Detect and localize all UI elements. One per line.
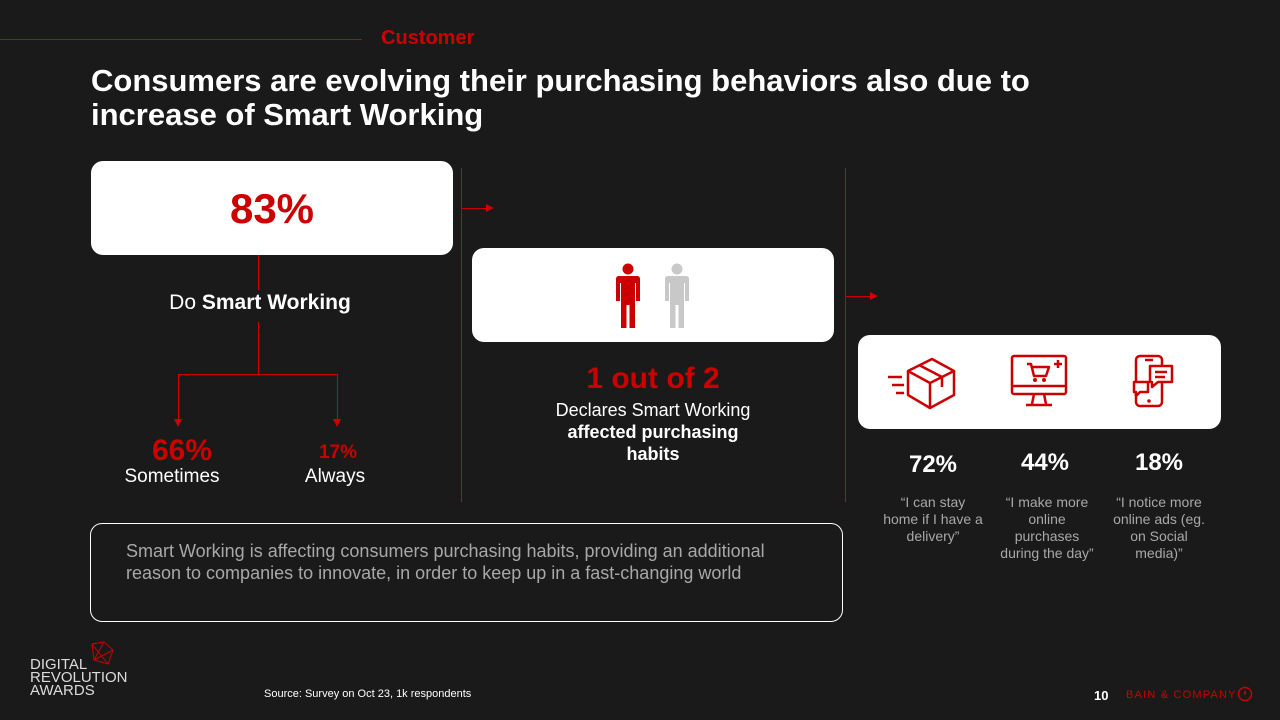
online-purchases-quote: “I make more online purchases during the…	[1000, 494, 1094, 561]
arrow-to-middle-line	[461, 208, 487, 209]
middle-description-line2: affected purchasing	[567, 422, 739, 442]
delivery-box-icon	[888, 357, 956, 410]
awards-logo-line1: DIGITAL	[30, 656, 88, 673]
online-ads-percent: 18%	[1134, 449, 1184, 476]
arrow-down-sometimes	[174, 419, 182, 427]
section-label: Customer	[381, 27, 475, 49]
awards-logo-line2: REVOLUTION	[30, 669, 128, 686]
connector-right-branch	[337, 374, 338, 420]
person-grey-icon	[665, 263, 689, 328]
online-purchases-percent: 44%	[1020, 449, 1070, 476]
people-icon-card	[472, 248, 834, 342]
smart-working-bold: Smart Working	[201, 291, 351, 314]
arrow-to-right-line	[845, 296, 871, 297]
awards-logo-line3: AWARDS	[30, 682, 95, 699]
page-number: 10	[1094, 688, 1109, 703]
always-percent: 17%	[318, 442, 358, 463]
ratio-headline: 1 out of 2	[586, 362, 720, 395]
divider-left	[461, 168, 462, 502]
always-label: Always	[304, 466, 366, 487]
connector-label-to-split	[258, 322, 259, 374]
page-title-line2: increase of Smart Working	[91, 97, 484, 132]
awards-logo-text: DIGITAL REVOLUTION AWARDS	[30, 656, 128, 699]
main-percent: 83%	[229, 185, 315, 232]
delivery-quote: “I can stay home if I have a delivery”	[883, 494, 983, 544]
arrow-down-always	[333, 419, 341, 427]
connector-card-to-label	[258, 255, 259, 290]
smartphone-chat-icon	[1132, 354, 1174, 408]
arrow-to-right	[870, 292, 878, 300]
page-title: Consumers are evolving their purchasing …	[91, 64, 1030, 132]
company-logo-icon	[1237, 686, 1253, 702]
source-note: Source: Survey on Oct 23, 1k respondents	[264, 688, 472, 700]
summary-box	[90, 523, 843, 622]
connector-left-branch	[178, 374, 179, 420]
main-percent-card	[91, 161, 453, 255]
online-ads-quote: “I notice more online ads (eg. on Social…	[1113, 494, 1205, 561]
online-shopping-monitor-icon	[1010, 354, 1068, 407]
middle-description-line3: habits	[626, 444, 680, 464]
split-connector	[178, 374, 337, 375]
awards-logo-icon	[91, 641, 114, 665]
page-title-line1: Consumers are evolving their purchasing …	[91, 63, 1030, 98]
summary-text: Smart Working is affecting consumers pur…	[126, 541, 765, 583]
arrow-to-middle	[486, 204, 494, 212]
sometimes-percent: 66%	[151, 434, 213, 467]
middle-description: Declares Smart Working affected purchasi…	[472, 399, 834, 465]
delivery-percent: 72%	[908, 451, 958, 478]
divider-right	[845, 168, 846, 502]
header-rule	[0, 39, 362, 40]
smart-working-prefix: Do	[169, 291, 197, 314]
sometimes-label: Sometimes	[124, 466, 220, 487]
middle-description-line1: Declares Smart Working	[555, 400, 751, 420]
person-red-icon	[616, 263, 640, 328]
company-name: BAIN & COMPANY	[1126, 689, 1237, 701]
smart-working-label: Do Smart Working	[100, 291, 420, 315]
